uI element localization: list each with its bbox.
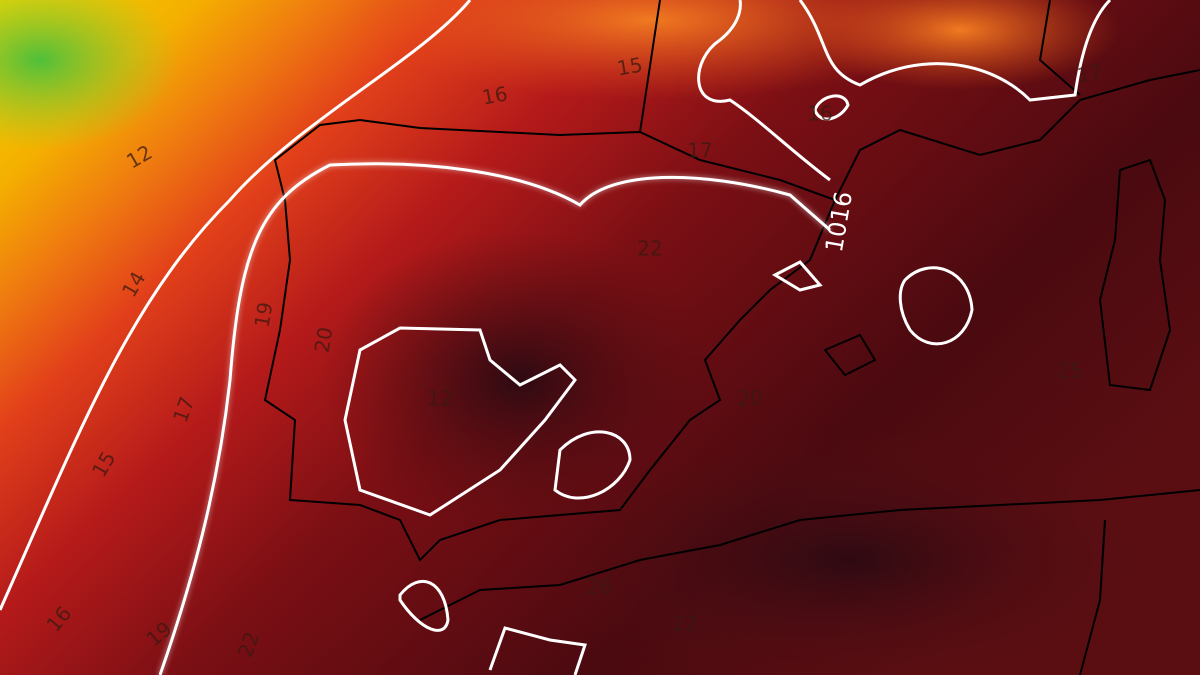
isobars [0, 0, 1112, 675]
warm-area [350, 0, 950, 100]
contour-label: 15 [615, 52, 644, 80]
contour-label: 17 [687, 139, 712, 163]
isobar [553, 430, 632, 500]
contour-label: 16 [480, 81, 509, 109]
coastlines [263, 0, 1200, 675]
contour-label: 22 [672, 612, 697, 636]
warm-area [800, 0, 1120, 90]
border [639, 0, 661, 133]
iberia-coast [263, 118, 837, 562]
contour-label: 16 [807, 102, 832, 126]
hot-area [320, 230, 720, 530]
isobar [697, 0, 831, 182]
contour-label: 25 [1057, 359, 1082, 383]
contour-label: 22 [637, 237, 662, 261]
isobar [343, 326, 577, 517]
island-coast [1098, 158, 1172, 392]
isobar [488, 626, 587, 675]
isobar [813, 94, 850, 121]
isobar [398, 579, 450, 632]
contour-label: 20 [309, 325, 337, 354]
contour-label: 17 [1075, 59, 1104, 87]
border [1038, 0, 1081, 96]
island-coast [823, 333, 877, 377]
cool-area [0, 0, 180, 150]
isobar [158, 162, 831, 675]
contour-label: 12 [427, 387, 452, 411]
isobar [898, 266, 974, 346]
africa-coast [419, 489, 1200, 621]
contour-label: 26 [587, 575, 612, 599]
isobar [798, 0, 1112, 102]
border [1079, 519, 1106, 675]
contour-label: 20 [737, 387, 762, 411]
isobar [0, 0, 472, 611]
contour-label: 19 [249, 300, 277, 329]
isobar [771, 260, 823, 292]
france-coast [834, 69, 1200, 201]
hot-area [530, 430, 1170, 675]
